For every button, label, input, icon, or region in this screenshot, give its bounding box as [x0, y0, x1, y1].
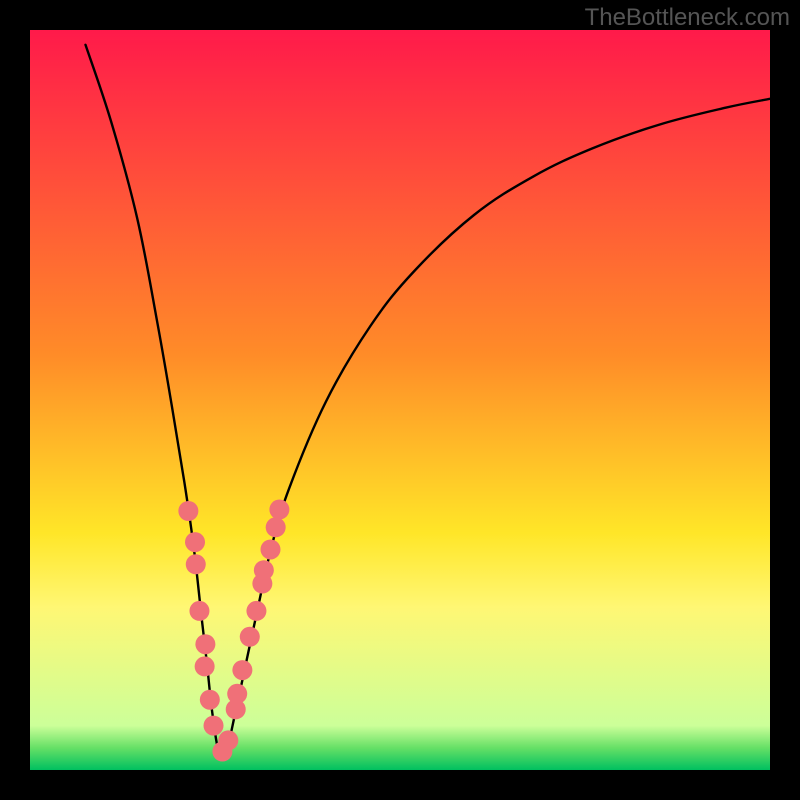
data-marker [269, 500, 289, 520]
data-marker [218, 730, 238, 750]
data-marker [240, 627, 260, 647]
data-marker [246, 601, 266, 621]
chart-svg [0, 0, 800, 800]
data-marker [254, 560, 274, 580]
data-marker [227, 684, 247, 704]
bottleneck-chart: TheBottleneck.com [0, 0, 800, 800]
watermark-text: TheBottleneck.com [585, 4, 790, 32]
data-marker [266, 517, 286, 537]
data-marker [261, 539, 281, 559]
data-marker [189, 601, 209, 621]
data-marker [185, 532, 205, 552]
data-marker [186, 554, 206, 574]
data-marker [232, 660, 252, 680]
data-marker [204, 716, 224, 736]
data-marker [200, 690, 220, 710]
data-marker [195, 656, 215, 676]
data-marker [195, 634, 215, 654]
data-marker [178, 501, 198, 521]
